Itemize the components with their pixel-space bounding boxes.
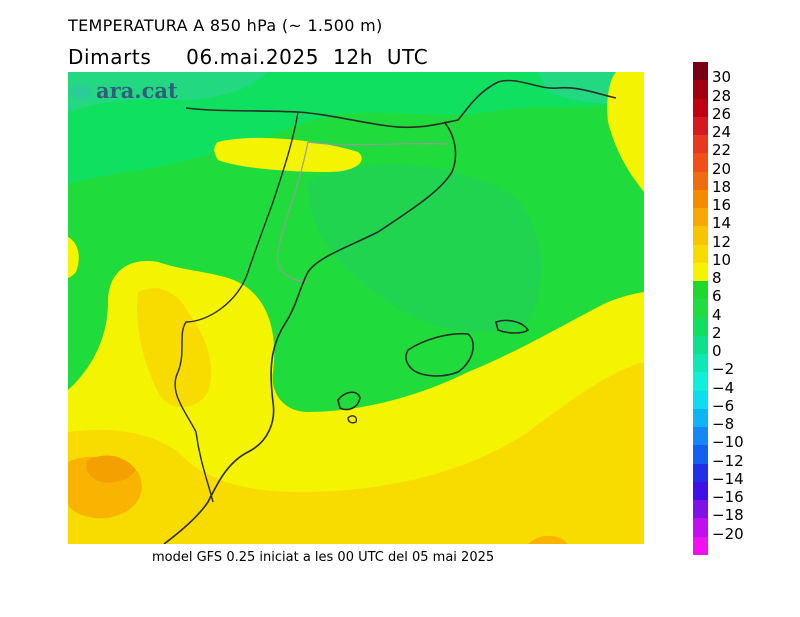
colorbar-bin (693, 153, 708, 173)
island-menorca (495, 319, 530, 334)
colorbar-bin (693, 427, 708, 446)
colorbar-bin (693, 135, 708, 154)
colorbar-bin (693, 189, 708, 209)
colorbar-bin (693, 80, 708, 99)
colorbar-bin (693, 408, 708, 428)
colorbar-label: −10 (712, 433, 744, 452)
colorbar-bin (693, 536, 708, 556)
colorbar-label: 14 (712, 214, 732, 233)
colorbar-label: 20 (712, 159, 732, 178)
inland-border (174, 111, 299, 503)
colorbar-bin (693, 281, 708, 300)
model-footer: model GFS 0.25 iniciat a les 00 UTC del … (152, 550, 495, 565)
colorbar-bin (693, 390, 708, 410)
colorbar-bin (693, 226, 708, 246)
colorbar-bin (693, 518, 708, 538)
field-orange-core (86, 455, 136, 483)
field-orange-s (528, 535, 568, 544)
colorbar-bin (693, 171, 708, 191)
colorbar-label: −18 (712, 506, 744, 525)
colorbar-bin (693, 98, 708, 118)
colorbar-bin (693, 244, 708, 264)
colorbar-label: −8 (712, 415, 735, 434)
colorbar-bin (693, 500, 708, 519)
colorbar-bin (693, 116, 708, 136)
colorbar-label: 10 (712, 250, 732, 269)
temperature-field (68, 72, 644, 544)
field-green-north (68, 72, 644, 184)
colorbar-bin (693, 299, 708, 319)
colorbar-label: 28 (712, 86, 732, 105)
colorbar-bin (693, 354, 708, 373)
colorbar-label: 12 (712, 232, 732, 251)
colorbar-bin (693, 335, 708, 355)
border-line (276, 141, 309, 283)
colorbar-label: −6 (712, 396, 735, 415)
island-formentera (347, 415, 358, 424)
map-subtitle: Dimarts 06.mai.2025 12h UTC (68, 45, 429, 69)
colorbar-label: −16 (712, 488, 744, 507)
colorbar-label: 6 (712, 287, 722, 306)
colorbar-bin (693, 262, 708, 282)
colorbar-label: 0 (712, 342, 722, 361)
field-yellow-w (68, 237, 79, 278)
pyrenees-outline (185, 79, 617, 129)
colorbar-label: −12 (712, 451, 744, 470)
colorbar-label: 2 (712, 323, 722, 342)
colorbar-bin (693, 445, 708, 465)
colorbar-label: 22 (712, 141, 732, 160)
ara-cat-logo: ara.cat (96, 78, 178, 103)
island-eivissa (337, 391, 361, 411)
colorbar-bin (693, 62, 708, 81)
map-title: TEMPERATURA A 850 hPa (~ 1.500 m) (68, 16, 383, 35)
colorbar-label: −20 (712, 524, 744, 543)
field-yellow-ne (607, 72, 644, 192)
colorbar-bin (693, 317, 708, 337)
colorbar-bin (693, 463, 708, 483)
colorbar-label: 24 (712, 123, 732, 142)
colorbar-label: 26 (712, 104, 732, 123)
field-gold-inland (137, 288, 212, 407)
temperature-colorbar (693, 62, 708, 556)
field-green-center (308, 163, 542, 333)
logo-mark (70, 84, 92, 100)
colorbar-label: −4 (712, 378, 735, 397)
field-teal-nw (68, 72, 268, 112)
temperature-map (68, 72, 644, 544)
colorbar-label: 16 (712, 196, 732, 215)
colorbar-label: 8 (712, 269, 722, 288)
colorbar-bin (693, 372, 708, 392)
colorbar-label: 30 (712, 68, 732, 87)
coastline (163, 121, 457, 544)
colorbar-label: 4 (712, 305, 722, 324)
colorbar-bin (693, 208, 708, 227)
island-mallorca (405, 332, 474, 377)
colorbar-label: −14 (712, 469, 744, 488)
colorbar-label: −2 (712, 360, 735, 379)
colorbar-bin (693, 481, 708, 501)
colorbar-label: 18 (712, 177, 732, 196)
border-line-north (307, 141, 449, 146)
